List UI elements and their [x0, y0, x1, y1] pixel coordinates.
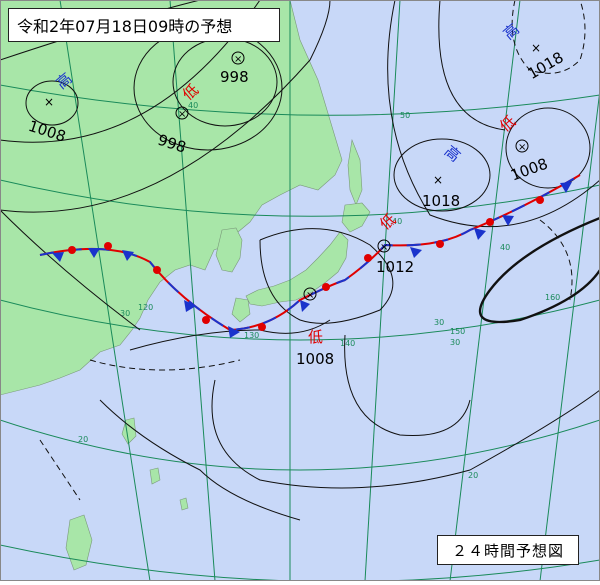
high-center-marker: × [44, 95, 54, 109]
pressure-value: 998 [220, 68, 249, 86]
low-center-marker [377, 239, 391, 253]
pressure-value: 1018 [422, 192, 460, 210]
grid-label: 30 [450, 338, 460, 347]
svg-text:×: × [234, 54, 242, 65]
system-low-south: × 低 1008 [296, 287, 334, 368]
pressure-value: 1012 [376, 258, 414, 276]
grid-labels: 50 40 30 20 30 40 40 30 20 120 130 140 1… [78, 101, 560, 480]
land-hokkaido [341, 202, 371, 233]
low-center-marker [515, 139, 529, 153]
svg-text:×: × [178, 109, 186, 120]
grid-label: 130 [244, 331, 259, 340]
land-japan [245, 231, 349, 307]
grid-label: 30 [120, 309, 130, 318]
grid-label: 150 [450, 327, 465, 336]
grid-label: 40 [500, 243, 510, 252]
title-box: 令和2年07月18日09時の予想 [8, 8, 280, 42]
front-cold-symbols [52, 182, 572, 338]
svg-text:×: × [306, 290, 314, 301]
grid-label: 20 [468, 471, 478, 480]
pressure-value: 1008 [296, 350, 334, 368]
grid-label: 40 [188, 101, 198, 110]
low-label: 低 [308, 328, 323, 346]
front-warm-symbols [68, 196, 544, 331]
grid-label: 140 [340, 339, 355, 348]
grid-label: 20 [78, 435, 88, 444]
high-center-marker: × [433, 173, 443, 187]
svg-text:×: × [380, 242, 388, 253]
grid-label: 120 [138, 303, 153, 312]
low-center-marker [175, 106, 189, 120]
grid-label: 30 [434, 318, 444, 327]
land-philippines [65, 514, 93, 571]
land-islands-south [149, 467, 189, 511]
low-center-marker [303, 287, 317, 301]
land-kyushu [231, 297, 251, 323]
grid-label: 160 [545, 293, 560, 302]
low-center-marker [231, 51, 245, 65]
land-korea [215, 227, 243, 273]
high-center-marker: × [531, 41, 541, 55]
map-title: 令和2年07月18日09時の予想 [17, 17, 233, 36]
grid-label: 40 [392, 217, 402, 226]
forecast-label: ２４時間予想図 [451, 541, 564, 560]
forecast-label-box: ２４時間予想図 [437, 535, 579, 565]
svg-text:×: × [518, 142, 526, 153]
grid-label: 50 [400, 111, 410, 120]
